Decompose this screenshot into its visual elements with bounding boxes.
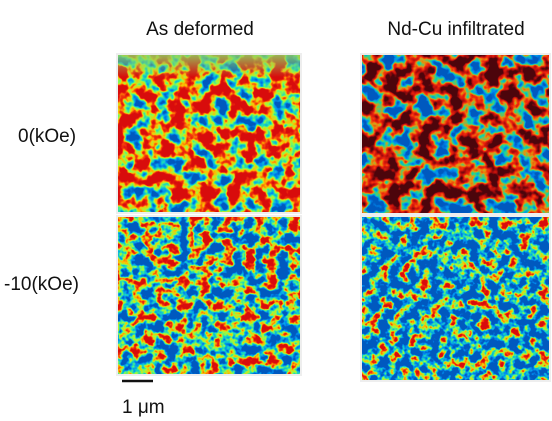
- scale-bar-label: 1 μm: [122, 397, 165, 418]
- image-band: [118, 55, 300, 77]
- mfm-image: [116, 215, 302, 376]
- column-header: Nd-Cu infiltrated: [387, 19, 524, 40]
- mfm-image: [360, 215, 551, 382]
- column-header: As deformed: [146, 19, 254, 40]
- figure: As deformed Nd-Cu infiltrated 0(kOe) -10…: [0, 0, 552, 421]
- image: [118, 55, 300, 212]
- row-label: -10(kOe): [4, 274, 79, 295]
- mfm-image: [360, 53, 551, 215]
- image: [362, 217, 549, 380]
- image: [118, 217, 300, 374]
- mfm-image: [116, 53, 302, 214]
- image: [362, 55, 549, 213]
- row-label: 0(kOe): [18, 126, 76, 147]
